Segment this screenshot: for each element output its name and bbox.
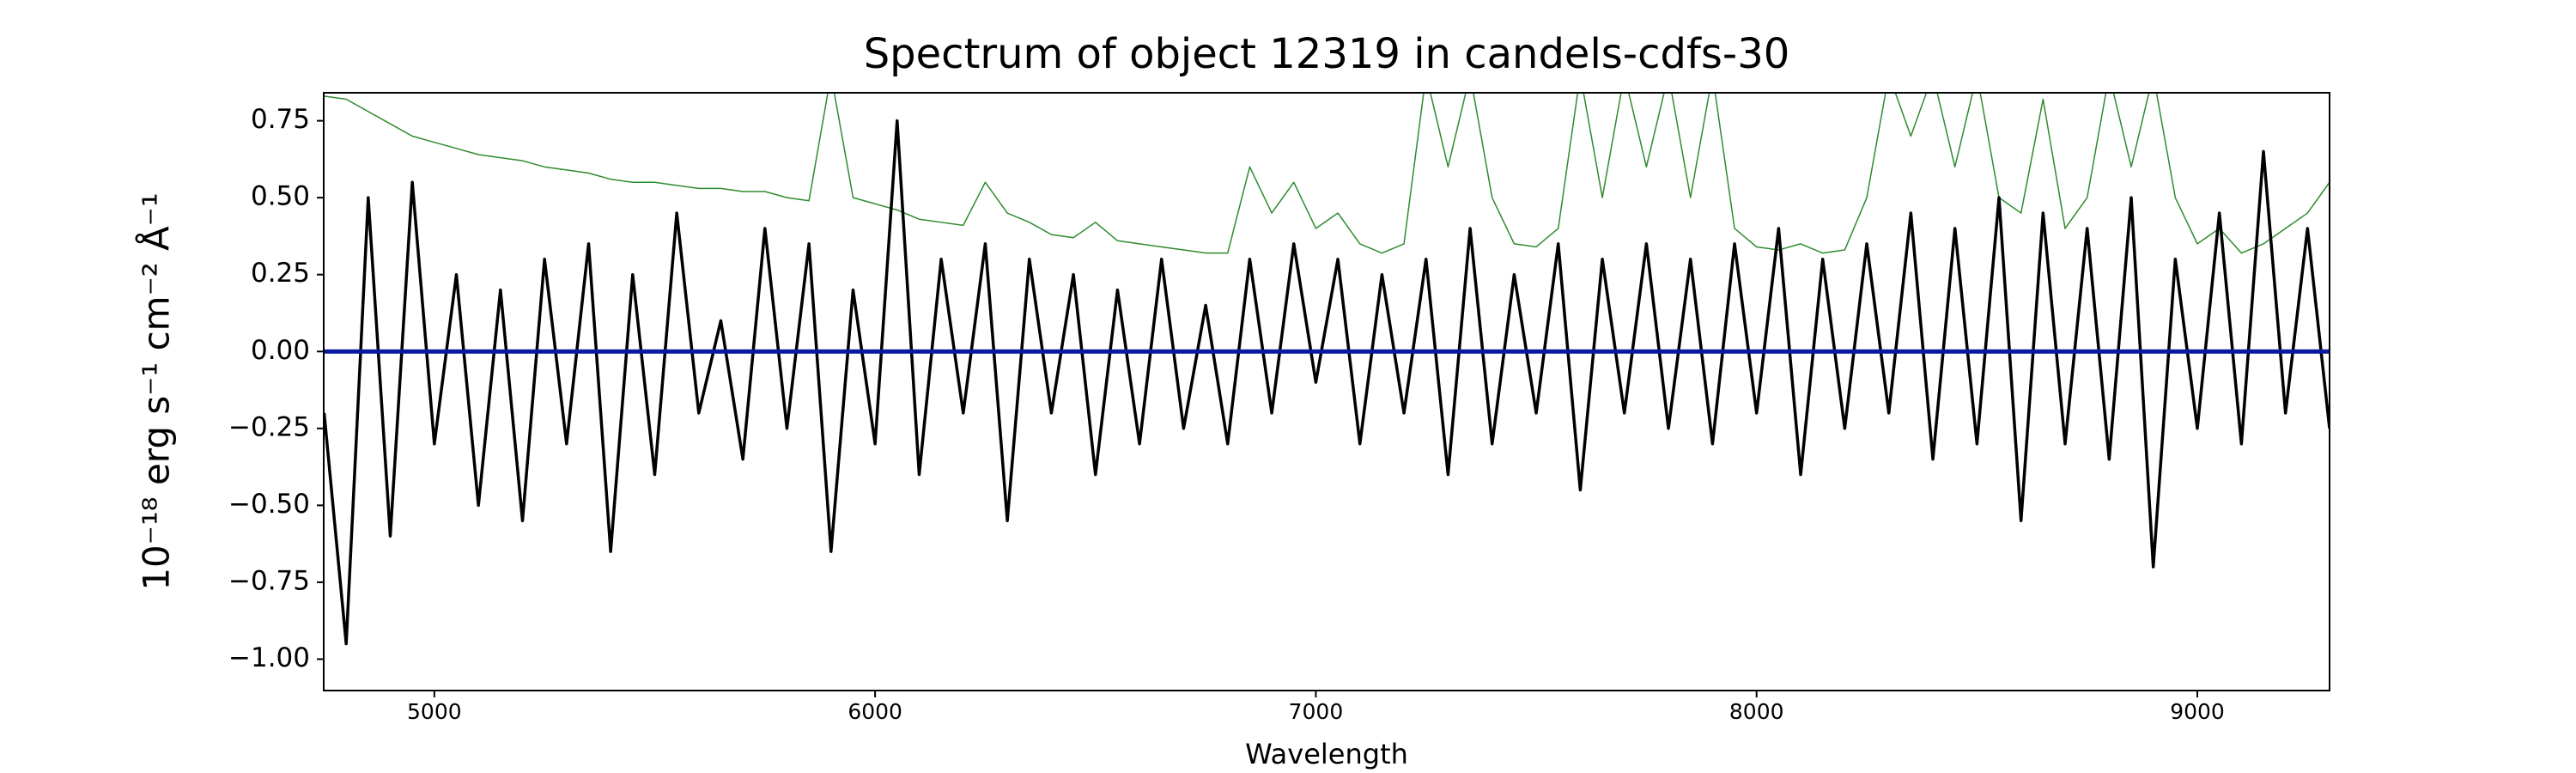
y-tick-label: −0.75: [228, 565, 310, 596]
chart-title: Spectrum of object 12319 in candels-cdfs…: [864, 30, 1790, 78]
plot-area: [324, 93, 2330, 646]
y-tick-label: −0.50: [228, 489, 310, 520]
x-tick-label: 7000: [1289, 699, 1344, 724]
y-tick-label: −1.00: [228, 642, 310, 673]
x-tick-label: 5000: [407, 699, 462, 724]
y-tick-label: −0.25: [228, 411, 310, 442]
y-tick-label: 0.00: [251, 335, 310, 366]
spectrum-line: [324, 93, 2330, 254]
axes-frame: [323, 92, 2330, 691]
x-tick-label: 6000: [848, 699, 902, 724]
x-tick-label: 8000: [1729, 699, 1784, 724]
spectrum-line: [324, 119, 2330, 646]
y-tick-label: 0.25: [251, 258, 310, 289]
ticks: −1.00 −0.75 −0.50 −0.25 0.00 0.25 0.50 0.75 5000…: [228, 104, 2225, 724]
x-axis-label: Wavelength: [1245, 738, 1408, 770]
y-tick-label: 0.50: [251, 181, 310, 212]
y-axis-label: 10⁻¹⁸ erg s⁻¹ cm⁻² Å⁻¹: [135, 192, 178, 590]
x-tick-label: 9000: [2170, 699, 2225, 724]
y-tick-label: 0.75: [251, 104, 310, 135]
